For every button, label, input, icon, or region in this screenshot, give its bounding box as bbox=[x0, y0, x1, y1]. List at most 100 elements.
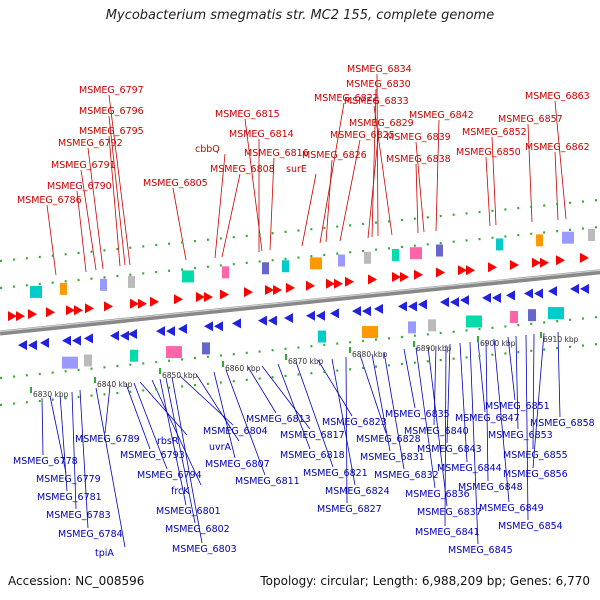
bottom-leader-line bbox=[532, 333, 535, 450]
top-leader-line bbox=[46, 204, 57, 276]
bottom-leader-line bbox=[59, 393, 68, 492]
forward-gene-arrow bbox=[414, 269, 423, 280]
reverse-gene-arrow bbox=[204, 321, 213, 332]
gene-block bbox=[392, 249, 399, 262]
top-gene-label: MSMEG_6795 bbox=[79, 126, 144, 137]
top-leader-line bbox=[325, 159, 333, 243]
bottom-leader-line bbox=[213, 371, 236, 459]
bottom-leader-line bbox=[433, 345, 437, 426]
scale-label: 6870 kbp bbox=[288, 357, 324, 366]
reverse-gene-arrow bbox=[534, 288, 543, 299]
bottom-leader-line bbox=[225, 369, 266, 476]
bottom-gene-label: uvrA bbox=[209, 442, 232, 453]
forward-gene-arrow bbox=[510, 259, 519, 270]
bottom-leader-line bbox=[79, 389, 89, 529]
gene-block bbox=[128, 275, 135, 288]
top-gene-label: cbbQ bbox=[195, 144, 220, 155]
top-leader-line bbox=[373, 105, 393, 236]
top-gene-label: MSMEG_6838 bbox=[386, 154, 451, 165]
forward-gene-arrow bbox=[488, 262, 497, 273]
top-gene-label: MSMEG_6830 bbox=[346, 79, 411, 90]
forward-gene-arrow bbox=[326, 278, 335, 289]
reverse-gene-arrow bbox=[110, 330, 119, 341]
reverse-gene-arrow bbox=[156, 326, 165, 337]
reverse-gene-arrow bbox=[506, 290, 515, 301]
bottom-leader-line bbox=[383, 351, 405, 470]
bottom-gene-label: MSMEG_6854 bbox=[498, 521, 563, 532]
bottom-gene-label: MSMEG_6783 bbox=[46, 510, 111, 521]
gene-block bbox=[318, 330, 326, 343]
reverse-gene-arrow bbox=[362, 306, 371, 317]
bottom-leader-line bbox=[331, 358, 356, 486]
reverse-gene-arrow bbox=[460, 295, 469, 306]
scale-label: 6900 kbp bbox=[480, 339, 516, 348]
forward-gene-arrow bbox=[540, 257, 549, 268]
forward-gene-arrow bbox=[466, 265, 475, 276]
top-gene-label: MSMEG_6816 bbox=[244, 148, 309, 159]
bottom-leader-line bbox=[532, 332, 545, 469]
bottom-gene-label: MSMEG_6794 bbox=[137, 470, 202, 481]
gene-block bbox=[166, 346, 182, 359]
top-leader-line bbox=[172, 187, 187, 261]
bottom-gene-label: MSMEG_6851 bbox=[485, 401, 550, 412]
top-gene-label: MSMEG_6834 bbox=[347, 64, 412, 75]
top-gene-label: MSMEG_6797 bbox=[79, 85, 144, 96]
reverse-gene-arrow bbox=[166, 326, 175, 337]
reverse-gene-arrow bbox=[268, 315, 277, 326]
reverse-gene-arrow bbox=[548, 286, 557, 297]
gene-block bbox=[466, 315, 482, 328]
gene-block bbox=[428, 319, 436, 332]
forward-gene-arrow bbox=[130, 298, 139, 309]
bottom-gene-label: MSMEG_6801 bbox=[156, 506, 221, 517]
reverse-gene-arrow bbox=[408, 301, 417, 312]
reverse-gene-arrow bbox=[450, 297, 459, 308]
bottom-leader-line bbox=[444, 344, 447, 527]
reverse-gene-arrow bbox=[374, 303, 383, 314]
gene-block bbox=[364, 251, 371, 264]
bottom-gene-label: MSMEG_6793 bbox=[120, 450, 185, 461]
reverse-gene-arrow bbox=[28, 340, 37, 351]
bottom-gene-label: MSMEG_6818 bbox=[280, 450, 345, 461]
top-gene-label: MSMEG_6791 bbox=[51, 160, 116, 171]
top-leader-line bbox=[214, 153, 226, 259]
forward-gene-arrow bbox=[400, 272, 409, 283]
top-gene-label: MSMEG_6815 bbox=[215, 109, 280, 120]
bottom-gene-label: MSMEG_6784 bbox=[58, 529, 123, 540]
gene-block bbox=[588, 229, 595, 242]
bottom-leader-line bbox=[477, 340, 486, 413]
bottom-gene-label: rbsR bbox=[157, 436, 179, 447]
top-gene-label: MSMEG_6826 bbox=[302, 150, 367, 161]
bottom-gene-label: MSMEG_6837 bbox=[417, 507, 482, 518]
forward-gene-arrow bbox=[286, 282, 295, 293]
bottom-gene-label: MSMEG_6778 bbox=[13, 456, 78, 467]
bottom-leader-line bbox=[427, 346, 448, 507]
forward-gene-arrow bbox=[392, 272, 401, 283]
bottom-leader-line bbox=[515, 335, 519, 430]
forward-gene-arrow bbox=[306, 280, 315, 291]
top-gene-label: MSMEG_6842 bbox=[409, 110, 474, 121]
gene-block bbox=[562, 231, 574, 244]
bottom-leader-line bbox=[415, 347, 436, 489]
gene-block bbox=[202, 342, 210, 355]
bottom-leader-line bbox=[446, 343, 451, 444]
bottom-gene-label: MSMEG_6807 bbox=[205, 459, 270, 470]
bottom-gene-label: MSMEG_6843 bbox=[417, 444, 482, 455]
genome-title: Mycobacterium smegmatis str. MC2 155, co… bbox=[105, 8, 495, 23]
forward-gene-arrow bbox=[556, 255, 565, 266]
reverse-gene-arrow bbox=[214, 321, 223, 332]
bottom-gene-label: MSMEG_6840 bbox=[404, 426, 469, 437]
bottom-leader-line bbox=[371, 353, 391, 452]
forward-gene-arrow bbox=[436, 267, 445, 278]
top-gene-label: MSMEG_6825 bbox=[330, 130, 395, 141]
gene-block bbox=[536, 234, 543, 247]
forward-gene-arrow bbox=[46, 307, 55, 318]
bottom-gene-label: tpiA bbox=[95, 548, 114, 559]
reverse-gene-arrow bbox=[128, 328, 137, 339]
gene-block bbox=[60, 282, 67, 295]
bottom-gene-label: MSMEG_6817 bbox=[280, 430, 345, 441]
top-gene-label: MSMEG_6863 bbox=[525, 91, 590, 102]
gene-block bbox=[100, 278, 107, 291]
top-leader-line bbox=[80, 169, 97, 271]
gene-block bbox=[282, 260, 289, 273]
top-gene-label: MSMEG_6850 bbox=[456, 147, 521, 158]
